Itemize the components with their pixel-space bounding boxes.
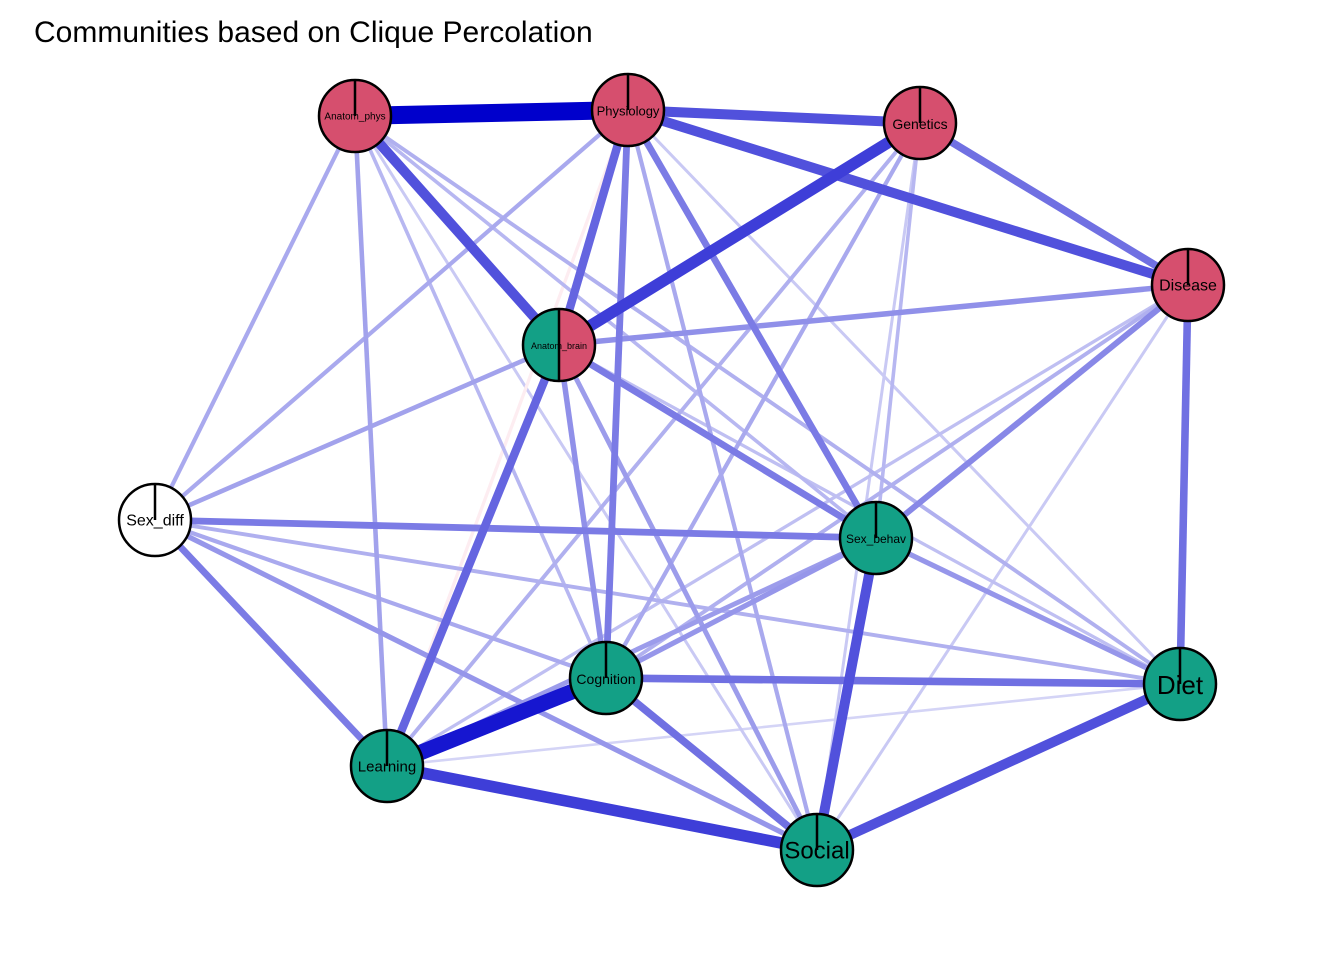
- edge-Anatom_phys-Social: [353, 115, 819, 851]
- node-Learning[interactable]: Learning: [349, 728, 425, 804]
- edge-Sex_diff-Social: [153, 517, 819, 853]
- node-Social[interactable]: Social: [779, 812, 855, 888]
- node-label: Learning: [358, 759, 416, 776]
- edge-Genetics-Disease: [918, 119, 1190, 289]
- edge-Anatom_phys-Sex_behav: [353, 114, 878, 540]
- edge-Sex_diff-Sex_behav: [154, 516, 877, 542]
- edge-Disease-Learning: [386, 283, 1189, 768]
- edge-Anatom_brain-Social: [556, 343, 820, 852]
- node-label: Sex_diff: [126, 513, 184, 530]
- edge-Disease-Social: [815, 284, 1190, 851]
- node-label: Genetics: [892, 116, 947, 132]
- edge-Cognition-Social: [603, 675, 820, 853]
- node-Sex_behav[interactable]: Sex_behav: [838, 500, 914, 576]
- edge-Anatom_brain-Learning: [383, 343, 563, 768]
- node-Anatom_brain[interactable]: Anatom_brain: [521, 307, 597, 383]
- edge-Anatom_phys-Learning: [352, 115, 390, 767]
- node-Genetics[interactable]: Genetics: [882, 85, 958, 161]
- node-label: Social: [784, 838, 849, 865]
- node-label: Anatom_brain: [531, 341, 587, 351]
- edge-Physiology-Sex_behav: [625, 108, 879, 540]
- node-slice-teal: [523, 309, 559, 381]
- edge-Sex_behav-Diet: [874, 535, 1182, 687]
- edge-Physiology-Cognition: [602, 109, 632, 679]
- edge-Sex_diff-Anatom_phys: [153, 115, 357, 521]
- edge-Anatom_phys-Anatom_brain: [351, 112, 563, 349]
- edge-Sex_diff-Physiology: [153, 108, 630, 522]
- edge-Genetics-Cognition: [604, 121, 922, 680]
- edge-Anatom_phys-Physiology: [354, 101, 629, 125]
- edge-Sex_diff-Learning: [152, 517, 390, 769]
- edge-Genetics-Social: [815, 122, 922, 851]
- node-label: Cognition: [576, 671, 635, 687]
- edge-Physiology-Genetics: [627, 105, 921, 128]
- node-Disease[interactable]: Disease: [1150, 247, 1226, 323]
- node-label: Sex_behav: [846, 532, 906, 546]
- edge-layer: [152, 101, 1192, 856]
- edge-Genetics-Learning: [385, 121, 922, 768]
- edge-Genetics-Sex_behav: [874, 122, 922, 539]
- node-Anatom_phys[interactable]: Anatom_phys: [317, 78, 393, 154]
- edge-Anatom_brain-Disease: [558, 282, 1189, 348]
- edge-Cognition-Diet: [605, 674, 1181, 688]
- edge-Cognition-Learning: [384, 670, 609, 774]
- node-label: Physiology: [597, 104, 660, 119]
- edge-Physiology-Disease: [626, 105, 1190, 290]
- node-Cognition[interactable]: Cognition: [568, 640, 644, 716]
- edge-Sex_behav-Cognition: [604, 535, 878, 681]
- node-label: Anatom_phys: [324, 112, 385, 123]
- node-Physiology[interactable]: Physiology: [590, 72, 666, 148]
- edge-Disease-Cognition: [604, 283, 1190, 680]
- edge-Sex_diff-Anatom_brain: [154, 342, 560, 523]
- edge-Disease-Sex_behav: [874, 282, 1190, 541]
- edge-Anatom_phys-Diet: [353, 114, 1182, 686]
- edge-Anatom_brain-Sex_behav: [557, 342, 878, 541]
- diagram-title: Communities based on Clique Percolation: [34, 16, 593, 49]
- node-Diet[interactable]: Diet: [1142, 646, 1218, 722]
- edge-Physiology-Anatom_brain: [554, 108, 633, 347]
- edge-Anatom_brain-Cognition: [556, 344, 609, 679]
- edge-Disease-Diet: [1176, 284, 1192, 685]
- edge-Physiology-Social: [625, 109, 820, 851]
- edge-Sex_diff-Diet: [154, 518, 1181, 686]
- node-layer: Anatom_phys Physiology Genetics Disease Anat…: [117, 72, 1226, 888]
- node-Sex_diff[interactable]: Sex_diff: [117, 482, 193, 558]
- edge-Physiology-Diet: [626, 108, 1182, 686]
- node-label: Disease: [1159, 278, 1217, 295]
- edge-Genetics-Anatom_brain: [555, 118, 924, 350]
- edge-Sex_behav-Social: [812, 537, 881, 851]
- edge-Diet-Social: [814, 679, 1183, 855]
- edge-Learning-Social: [385, 760, 819, 856]
- node-slice-red: [559, 309, 595, 381]
- node-label: Diet: [1157, 670, 1204, 700]
